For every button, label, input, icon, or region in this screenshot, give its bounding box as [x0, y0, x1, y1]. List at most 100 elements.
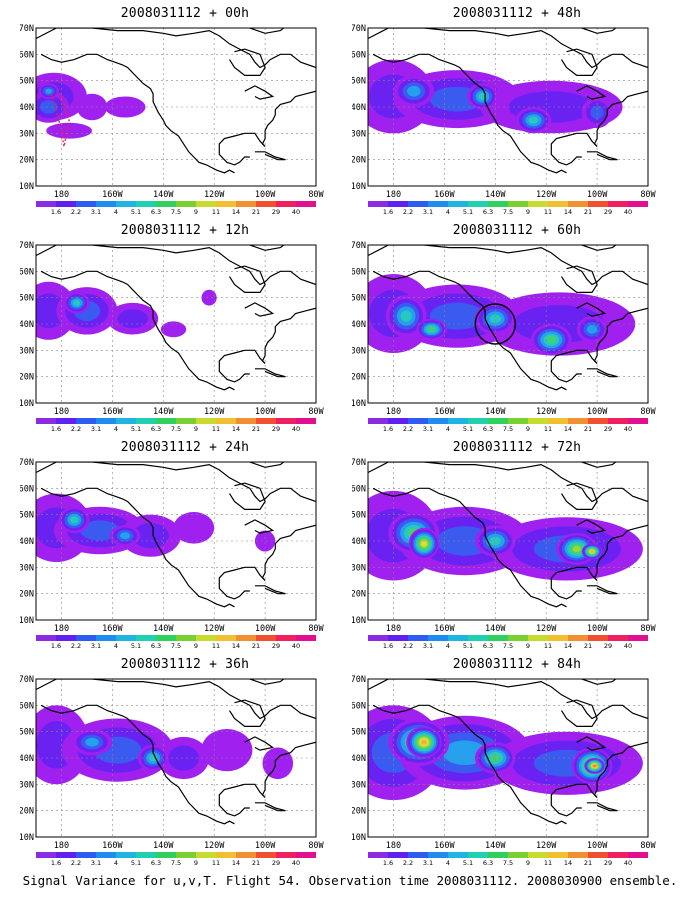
colorbar-swatch [448, 635, 468, 641]
plot-frame [367, 27, 649, 187]
colorbar-label: 1.6 [51, 859, 61, 867]
colorbar-label: 4 [446, 859, 450, 867]
lat-tick-label: 60N [20, 50, 34, 60]
colorbar-swatch [136, 201, 156, 207]
colorbar-swatch [296, 635, 316, 641]
colorbar-swatch [468, 201, 488, 207]
colorbar-swatch [96, 635, 116, 641]
variance-contour [201, 289, 217, 306]
colorbar-label: 29 [604, 425, 612, 433]
variance-contour [168, 745, 199, 771]
lat-tick-label: 10N [352, 182, 366, 192]
colorbar-swatch [488, 852, 508, 858]
lon-tick-label: 80W [308, 190, 324, 200]
lat-tick-label: 70N [352, 241, 366, 251]
colorbar-label: 29 [272, 425, 280, 433]
grid-lines [36, 28, 316, 186]
colorbar-swatch [236, 852, 256, 858]
lat-tick-label: 20N [352, 590, 366, 600]
colorbar-swatch [388, 852, 408, 858]
colorbar-label: 9 [194, 425, 198, 433]
colorbar-label: 2.2 [71, 425, 81, 433]
colorbar-swatch [428, 635, 448, 641]
variance-contour [40, 100, 58, 114]
lon-tick-label: 180 [54, 190, 69, 200]
colorbar-label: 40 [624, 208, 632, 216]
colorbar-label: 4 [114, 859, 118, 867]
colorbar-label: 21 [252, 208, 260, 216]
colorbar-swatch [36, 852, 56, 858]
lon-tick-label: 100W [255, 190, 276, 200]
lon-tick-label: 180 [386, 407, 401, 417]
colorbar-label: 14 [564, 642, 572, 650]
lon-tick-label: 160W [434, 624, 455, 634]
colorbar-swatch [468, 852, 488, 858]
variance-contour [407, 85, 421, 97]
colorbar-label: 14 [232, 425, 240, 433]
lat-tick-label: 20N [352, 156, 366, 166]
variance-map-60h: 70N 60N 50N 40N 30N 20N 10N 180 160W 140W 120W 100W… [352, 241, 657, 433]
colorbar-label: 29 [272, 208, 280, 216]
colorbar-swatch [56, 418, 76, 424]
colorbar-swatch [136, 418, 156, 424]
lat-tick-label: 30N [352, 563, 366, 573]
colorbar-swatch [76, 852, 96, 858]
colorbar-label: 21 [584, 425, 592, 433]
lat-tick-label: 30N [20, 780, 34, 790]
colorbar-label: 5.1 [463, 642, 473, 650]
variance-contour [70, 516, 79, 524]
colorbar-swatch [608, 852, 628, 858]
colorbar-label: 3.1 [423, 642, 433, 650]
lon-tick-label: 180 [386, 190, 401, 200]
colorbar-swatch [588, 201, 608, 207]
colorbar-swatch [388, 635, 408, 641]
colorbar-swatch [548, 201, 568, 207]
colorbar-swatch [488, 201, 508, 207]
colorbar-label: 21 [252, 425, 260, 433]
colorbar-label: 1.6 [383, 859, 393, 867]
colorbar-label: 3.1 [91, 425, 101, 433]
lat-tick-label: 10N [20, 833, 34, 843]
lat-tick-label: 30N [352, 780, 366, 790]
variance-field [368, 274, 636, 356]
colorbar-swatch [156, 201, 176, 207]
lat-tick-label: 60N [20, 267, 34, 277]
variance-contour [120, 532, 131, 540]
colorbar-label: 6.3 [483, 859, 493, 867]
lon-tick-label: 180 [54, 841, 69, 851]
colorbar-swatch [608, 201, 628, 207]
colorbar-label: 14 [564, 208, 572, 216]
lat-tick-label: 20N [20, 156, 34, 166]
colorbar-swatch [296, 418, 316, 424]
colorbar-swatch [156, 418, 176, 424]
colorbar-swatch [136, 635, 156, 641]
variance-contour [590, 550, 594, 553]
lon-tick-label: 100W [587, 841, 608, 851]
variance-contour [132, 523, 169, 549]
variance-map-84h: 70N 60N 50N 40N 30N 20N 10N 180 160W 140W 120W 100W… [352, 675, 657, 867]
colorbar-swatch [96, 418, 116, 424]
lat-tick-label: 40N [352, 103, 366, 113]
colorbar-swatch [96, 852, 116, 858]
colorbar-label: 2.2 [71, 859, 81, 867]
lon-tick-label: 120W [204, 190, 225, 200]
colorbar-label: 5.1 [131, 425, 141, 433]
colorbar-swatch [216, 418, 236, 424]
colorbar-swatch [488, 418, 508, 424]
variance-contour [104, 96, 146, 118]
lon-tick-label: 140W [485, 841, 506, 851]
variance-contour [528, 116, 539, 124]
colorbar-label: 2.2 [403, 859, 413, 867]
colorbar-label: 4 [446, 208, 450, 216]
variance-contour [400, 310, 412, 322]
colorbar-swatch [196, 635, 216, 641]
coastline [368, 462, 648, 608]
colorbar-label: 7.5 [503, 208, 513, 216]
colorbar-label: 6.3 [151, 859, 161, 867]
colorbar-swatch [196, 852, 216, 858]
colorbar-swatch [256, 201, 276, 207]
forecast-panel-12h: 2008031112 + 12h 70N 60N 50N 40N 30N 20N 10N 18… [20, 223, 350, 433]
plot-frame [367, 461, 649, 621]
colorbar-label: 3.1 [91, 642, 101, 650]
colorbar-label: 7.5 [171, 425, 181, 433]
